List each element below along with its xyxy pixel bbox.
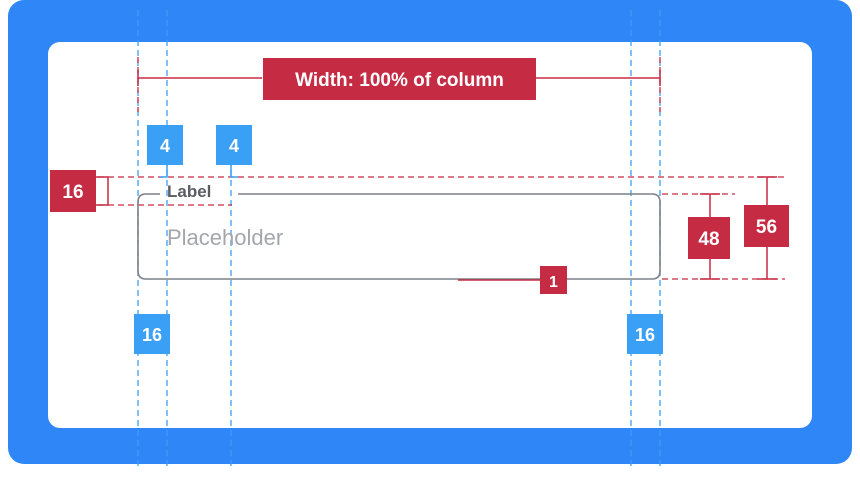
label-gap-right-badge-text: 4 — [229, 136, 239, 156]
field-placeholder[interactable]: Placeholder — [167, 225, 283, 250]
total-height-badge-text: 56 — [756, 217, 777, 238]
field-label: Label — [167, 182, 211, 201]
spec-card — [48, 42, 812, 428]
label-gap-brackets — [160, 162, 238, 178]
label-height-badge-text: 16 — [62, 182, 83, 203]
label-gap-left-badge-text: 4 — [160, 136, 170, 156]
label-gap-right-badge: 4 — [216, 125, 252, 165]
text-field-outline[interactable] — [137, 193, 661, 280]
padding-left-badge-text: 16 — [142, 325, 162, 345]
label-height-badge: 16 — [50, 170, 96, 212]
label-gap-left-badge: 4 — [147, 125, 183, 165]
label-height-bracket — [96, 176, 109, 206]
width-dimension — [137, 70, 661, 86]
width-badge-text: Width: 100% of column — [295, 70, 504, 91]
field-height-badge-text: 48 — [698, 229, 719, 250]
field-height-badge: 48 — [688, 217, 730, 259]
padding-right-badge: 16 — [627, 314, 663, 354]
padding-left-badge: 16 — [134, 314, 170, 354]
total-height-badge: 56 — [744, 205, 789, 247]
width-badge: Width: 100% of column — [263, 58, 536, 100]
padding-right-badge-text: 16 — [635, 325, 655, 345]
border-width-badge-text: 1 — [549, 274, 558, 291]
border-width-badge: 1 — [540, 266, 567, 294]
